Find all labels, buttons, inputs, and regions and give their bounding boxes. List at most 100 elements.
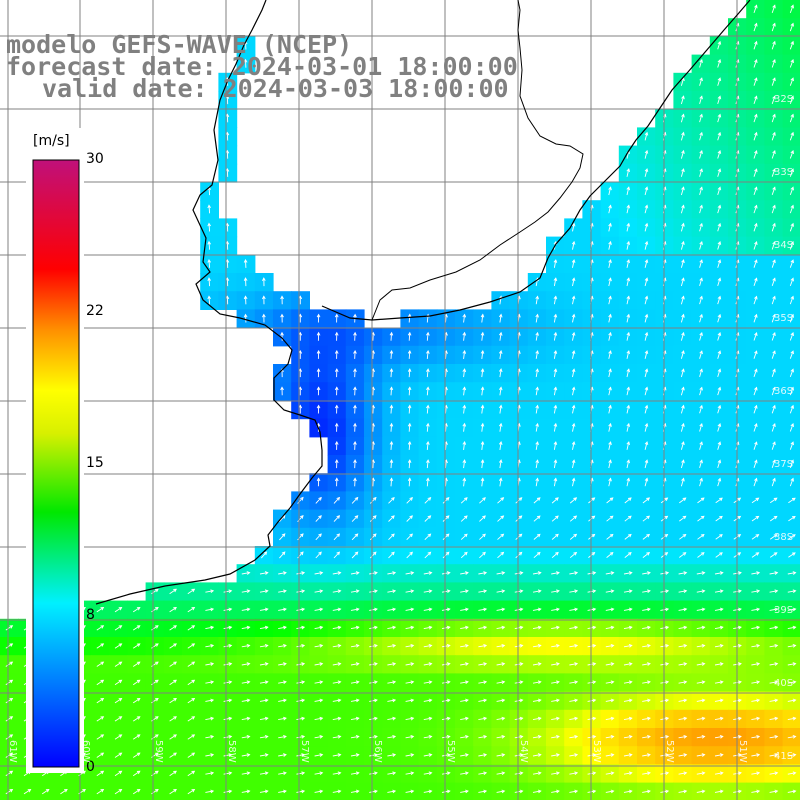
wind-arrow [678,571,688,575]
wind-arrow [789,404,794,414]
wind-arrow [699,222,703,232]
wind-arrow [60,788,68,795]
wind-arrow [535,477,539,487]
wind-arrow [788,552,796,558]
wind-arrow [387,625,397,630]
wind-arrow [389,422,394,432]
wind-arrow [387,753,397,757]
wind-arrow [642,571,651,575]
wind-arrow [333,533,341,541]
wind-arrow [714,734,724,739]
wind-arrow [699,441,703,450]
wind-arrow [278,589,287,594]
wind-arrow [405,662,415,666]
wind-arrow [514,734,524,739]
colorbar-tick-22: 22 [86,303,104,319]
wind-arrow [497,551,505,559]
wind-arrow [350,771,360,776]
wind-arrow [479,551,486,559]
wind-arrow [717,277,722,287]
wind-arrow [680,368,685,378]
wind-arrow [187,788,196,795]
wind-arrow [608,477,612,487]
wind-arrow [496,789,506,794]
wind-arrow [350,716,360,721]
wind-arrow [679,515,687,522]
wind-arrow [771,131,776,141]
wind-arrow [551,698,560,703]
wind-arrow [753,204,758,214]
wind-arrow [751,771,761,776]
wind-arrow [753,4,758,14]
wind-arrow [717,459,722,469]
wind-arrow [769,680,779,685]
wind-arrow [571,404,576,414]
wind-arrow [553,313,558,323]
wind-arrow [788,497,796,504]
wind-arrow [623,662,633,666]
wind-arrow [351,551,359,559]
wind-arrow [569,771,579,776]
wind-arrow [699,150,703,159]
wind-arrow [696,662,706,666]
wind-arrow [424,515,432,522]
wind-arrow [714,662,724,666]
wind-arrow [498,368,503,378]
wind-arrow [699,59,703,68]
wind-arrow [789,95,794,105]
wind-arrow [753,186,758,196]
wind-arrow [789,477,794,487]
wind-arrow [460,662,469,666]
wind-arrow [387,698,397,703]
coastline-south-america [95,0,323,605]
wind-arrow [551,515,559,522]
wind-arrow [96,697,105,704]
colorbar-unit-label: [m/s] [33,133,70,149]
wind-arrow [169,588,177,595]
wind-arrow [259,771,269,776]
wind-arrow [787,771,797,776]
wind-arrow [714,680,724,685]
wind-arrow [605,571,615,575]
wind-arrow [350,607,360,612]
wind-arrow [496,680,506,685]
wind-arrow [606,533,614,540]
wind-arrow [353,368,357,378]
wind-arrow [769,497,778,504]
wind-arrow [642,680,651,685]
wind-arrow [644,186,649,196]
wind-arrow [460,515,468,522]
wind-arrow [771,368,776,378]
wind-arrow [460,698,469,703]
wind-arrow [296,607,306,612]
wind-arrow [423,771,433,776]
wind-arrow [278,716,287,721]
wind-arrow [114,643,123,649]
wind-arrow [571,441,576,450]
wind-arrow [426,459,430,469]
wind-arrow [387,734,397,739]
wind-arrow [169,752,177,758]
wind-arrow [769,716,779,721]
wind-arrow [551,589,560,594]
wind-arrow [789,368,794,378]
wind-arrow [423,589,433,594]
wind-arrow [496,662,506,666]
wind-arrow [605,789,615,794]
wind-arrow [462,440,467,450]
wind-arrow [771,404,776,414]
wind-arrow [569,734,579,739]
chart-title-forecast-date: forecast date: 2024-03-01 18:00:00 [6,52,518,81]
wind-arrow [696,698,706,703]
wind-arrow [753,222,758,232]
wind-arrow [498,313,503,323]
wind-arrow [569,625,579,630]
wind-arrow [717,59,722,68]
wind-arrow [680,168,685,177]
wind-arrow [644,240,649,250]
wind-arrow [332,643,342,648]
wind-arrow [442,515,450,522]
wind-arrow [626,313,631,323]
wind-arrow [114,716,123,722]
wind-arrow [569,589,579,594]
